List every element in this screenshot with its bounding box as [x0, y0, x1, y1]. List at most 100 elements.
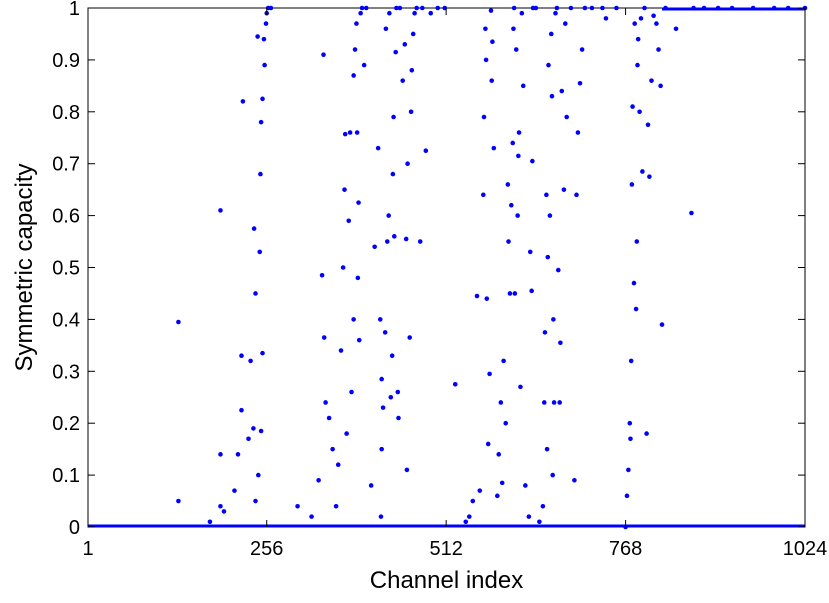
data-point — [582, 5, 588, 11]
data-point — [546, 62, 551, 68]
data-point — [326, 415, 332, 421]
data-point — [515, 213, 520, 218]
data-point — [395, 389, 401, 395]
data-point — [375, 145, 381, 151]
data-point — [372, 244, 377, 250]
data-point — [321, 52, 326, 58]
data-point — [361, 62, 367, 68]
data-point — [485, 441, 491, 447]
data-point — [380, 405, 386, 410]
data-point — [491, 145, 497, 151]
data-point — [410, 31, 416, 37]
data-point — [649, 78, 654, 83]
data-point — [235, 452, 241, 457]
data-point — [383, 26, 389, 32]
data-point — [628, 358, 634, 364]
data-point — [487, 371, 492, 377]
data-point — [559, 88, 565, 94]
data-point — [358, 10, 363, 16]
data-point — [511, 26, 516, 32]
data-point — [338, 348, 344, 353]
data-point — [640, 169, 645, 174]
data-point — [496, 452, 502, 457]
data-point — [387, 10, 392, 16]
data-point — [503, 420, 509, 426]
data-point — [516, 153, 521, 159]
data-point — [477, 488, 483, 493]
data-point — [260, 350, 265, 356]
data-point — [542, 330, 548, 335]
data-point — [246, 436, 251, 442]
data-point — [351, 317, 356, 322]
data-point — [651, 13, 656, 19]
data-point — [239, 407, 244, 413]
y-tick-label: 0.4 — [52, 309, 80, 331]
data-point — [574, 192, 579, 198]
data-point — [377, 317, 383, 322]
data-point — [527, 249, 533, 255]
data-point — [386, 213, 391, 218]
data-point — [218, 208, 223, 213]
data-point — [268, 5, 274, 11]
data-point — [251, 226, 257, 231]
data-point — [251, 426, 256, 431]
data-point — [232, 488, 237, 493]
data-point — [466, 514, 472, 519]
data-point — [356, 200, 361, 205]
x-axis-label: Channel index — [370, 567, 523, 594]
data-point — [239, 353, 244, 359]
data-point — [258, 428, 264, 434]
data-point — [435, 5, 441, 11]
data-point — [654, 21, 659, 26]
y-axis-ticks: 0 0.1 0.2 0.3 0.4 0.5 0.6 0.7 0.8 0.9 1 — [52, 0, 805, 539]
data-points-layer — [88, 5, 808, 530]
data-point — [642, 5, 647, 11]
data-point — [400, 78, 406, 83]
data-point — [557, 400, 562, 405]
data-point — [626, 467, 631, 473]
data-point — [544, 192, 549, 198]
data-point — [253, 498, 258, 504]
data-point — [577, 80, 583, 86]
data-point — [483, 26, 488, 32]
x-tick-label: 512 — [429, 538, 462, 560]
x-tick-label: 256 — [250, 538, 283, 560]
data-point — [390, 171, 396, 177]
data-point — [484, 296, 490, 301]
data-point — [414, 5, 420, 11]
data-point — [563, 21, 568, 26]
y-tick-label: 0.7 — [52, 154, 80, 176]
data-point — [631, 280, 637, 286]
data-point — [409, 67, 415, 73]
data-point — [356, 337, 362, 343]
x-tick-label: 768 — [609, 538, 642, 560]
data-point — [295, 503, 300, 509]
data-point — [637, 109, 642, 115]
data-point — [658, 83, 663, 89]
y-tick-label: 0.5 — [52, 258, 80, 280]
data-point — [509, 202, 514, 208]
y-tick-label: 0.8 — [52, 102, 80, 124]
data-point — [351, 73, 356, 78]
data-point — [499, 480, 505, 486]
data-point — [354, 130, 360, 135]
y-tick-label: 1 — [69, 0, 80, 20]
data-point — [258, 171, 263, 177]
data-point — [483, 57, 489, 63]
data-point — [624, 493, 630, 499]
data-point — [452, 381, 458, 387]
data-point — [352, 47, 358, 52]
data-point — [261, 36, 267, 42]
data-point — [634, 239, 640, 244]
data-point — [572, 477, 577, 483]
data-point — [255, 34, 260, 39]
data-point — [408, 109, 414, 115]
data-point — [340, 265, 346, 270]
data-point — [420, 5, 425, 11]
data-point — [629, 182, 635, 187]
data-point — [495, 493, 500, 499]
y-tick-label: 0.2 — [52, 413, 80, 435]
data-point — [321, 335, 327, 340]
